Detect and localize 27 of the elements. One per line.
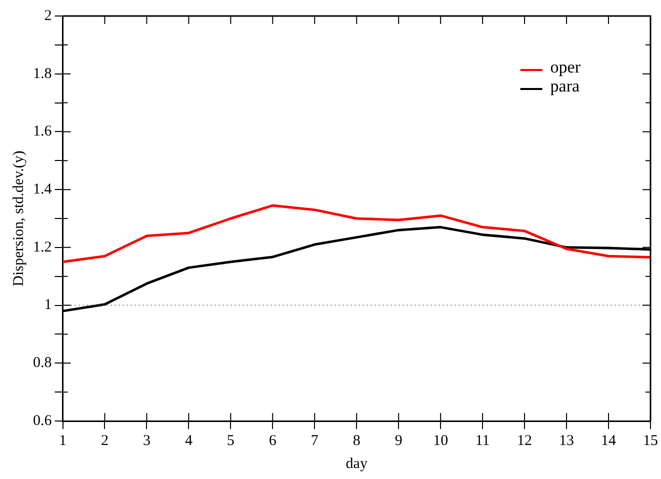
x-tick-label: 13 (559, 432, 574, 449)
x-tick-label: 11 (475, 432, 490, 449)
x-tick-label: 7 (310, 432, 319, 449)
x-tick-label: 3 (142, 432, 150, 449)
y-tick-label: 1.2 (33, 239, 52, 256)
x-tick-label: 4 (184, 432, 193, 449)
x-tick-label: 6 (268, 432, 277, 449)
legend-label: oper (550, 57, 581, 76)
y-tick-label: 1 (44, 297, 52, 314)
y-tick-label: 0.8 (33, 355, 52, 372)
x-tick-label: 15 (643, 432, 658, 449)
x-tick-label: 10 (433, 432, 448, 449)
x-tick-label: 2 (100, 432, 108, 449)
y-tick-label: 2 (44, 8, 52, 24)
y-tick-label: 0.6 (33, 412, 52, 429)
y-axis-title: Dispersion, std.dev.(y) (10, 150, 27, 286)
y-tick-label: 1.8 (33, 66, 52, 82)
x-tick-label: 5 (226, 432, 234, 449)
x-tick-label: 8 (352, 432, 360, 449)
legend-label: para (550, 76, 580, 96)
x-axis-title: day (346, 456, 368, 472)
x-tick-label: 14 (601, 432, 617, 449)
y-tick-label: 1.4 (33, 182, 52, 198)
x-tick-label: 9 (394, 432, 402, 449)
x-tick-label: 12 (517, 432, 532, 449)
y-tick-label: 1.6 (33, 124, 52, 140)
x-tick-label: 1 (59, 432, 66, 449)
